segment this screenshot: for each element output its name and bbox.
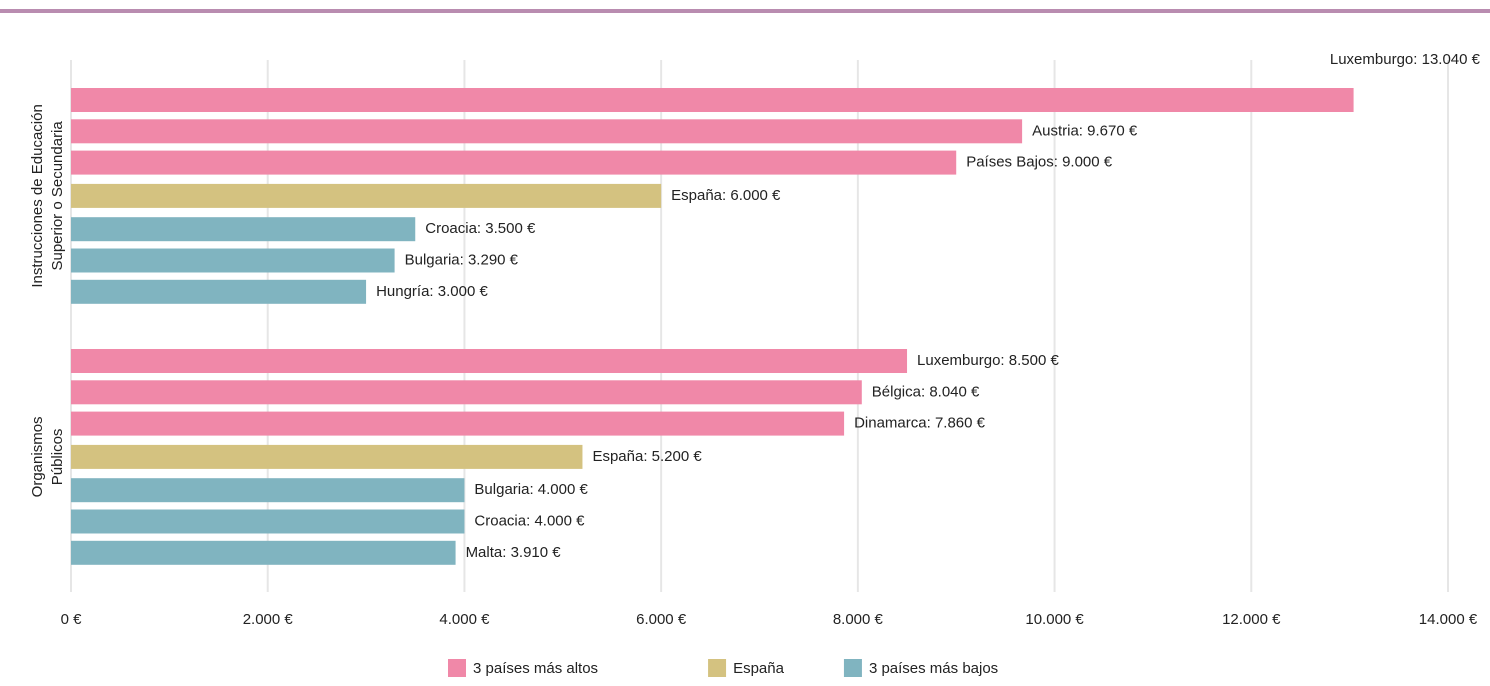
group-label: Públicos xyxy=(49,429,66,486)
bar xyxy=(71,88,1354,112)
x-tick-label: 14.000 € xyxy=(1419,611,1478,628)
bar xyxy=(71,217,416,242)
value-label: Bulgaria: 3.290 € xyxy=(405,251,519,268)
value-label: Luxemburgo: 8.500 € xyxy=(917,352,1059,369)
x-tick-label: 4.000 € xyxy=(439,611,490,628)
value-label: Malta: 3.910 € xyxy=(466,544,562,561)
value-label: Hungría: 3.000 € xyxy=(376,283,488,300)
value-label: Países Bajos: 9.000 € xyxy=(966,154,1113,171)
value-label: Dinamarca: 7.860 € xyxy=(854,415,986,432)
group-label: Superior o Secundaria xyxy=(49,121,66,271)
value-label: Austria: 9.670 € xyxy=(1032,122,1138,139)
bar xyxy=(71,380,862,405)
x-tick-label: 12.000 € xyxy=(1222,611,1281,628)
bar xyxy=(71,540,456,565)
x-tick-label: 6.000 € xyxy=(636,611,687,628)
value-label: Bulgaria: 4.000 € xyxy=(474,481,588,498)
value-label: Croacia: 3.500 € xyxy=(425,220,536,237)
bar xyxy=(71,279,367,304)
value-label: Croacia: 4.000 € xyxy=(474,512,585,529)
bar xyxy=(71,183,662,208)
bar xyxy=(71,349,908,373)
value-label: Luxemburgo: 13.040 € xyxy=(1330,51,1481,68)
legend-label: 3 países más altos xyxy=(473,660,598,677)
bar xyxy=(71,509,465,534)
x-tick-label: 8.000 € xyxy=(833,611,884,628)
bar xyxy=(71,411,845,436)
bar xyxy=(71,444,583,469)
group-label: Organismos xyxy=(29,416,46,497)
x-tick-label: 10.000 € xyxy=(1025,611,1084,628)
legend-swatch xyxy=(448,659,466,677)
legend-swatch xyxy=(708,659,727,677)
x-tick-label: 0 € xyxy=(61,611,83,628)
legend-label: 3 países más bajos xyxy=(869,660,998,677)
value-label: Bélgica: 8.040 € xyxy=(872,383,980,400)
group-label: Instrucciones de Educación xyxy=(29,104,46,287)
x-tick-label: 2.000 € xyxy=(243,611,294,628)
bar xyxy=(71,248,395,273)
legend-swatch xyxy=(843,659,862,677)
bar xyxy=(71,150,957,175)
bar xyxy=(71,478,465,503)
legend-label: España xyxy=(733,660,785,677)
value-label: España: 5.200 € xyxy=(592,448,702,465)
value-label: España: 6.000 € xyxy=(671,187,781,204)
bar xyxy=(71,119,1023,144)
top-border xyxy=(0,9,1490,13)
